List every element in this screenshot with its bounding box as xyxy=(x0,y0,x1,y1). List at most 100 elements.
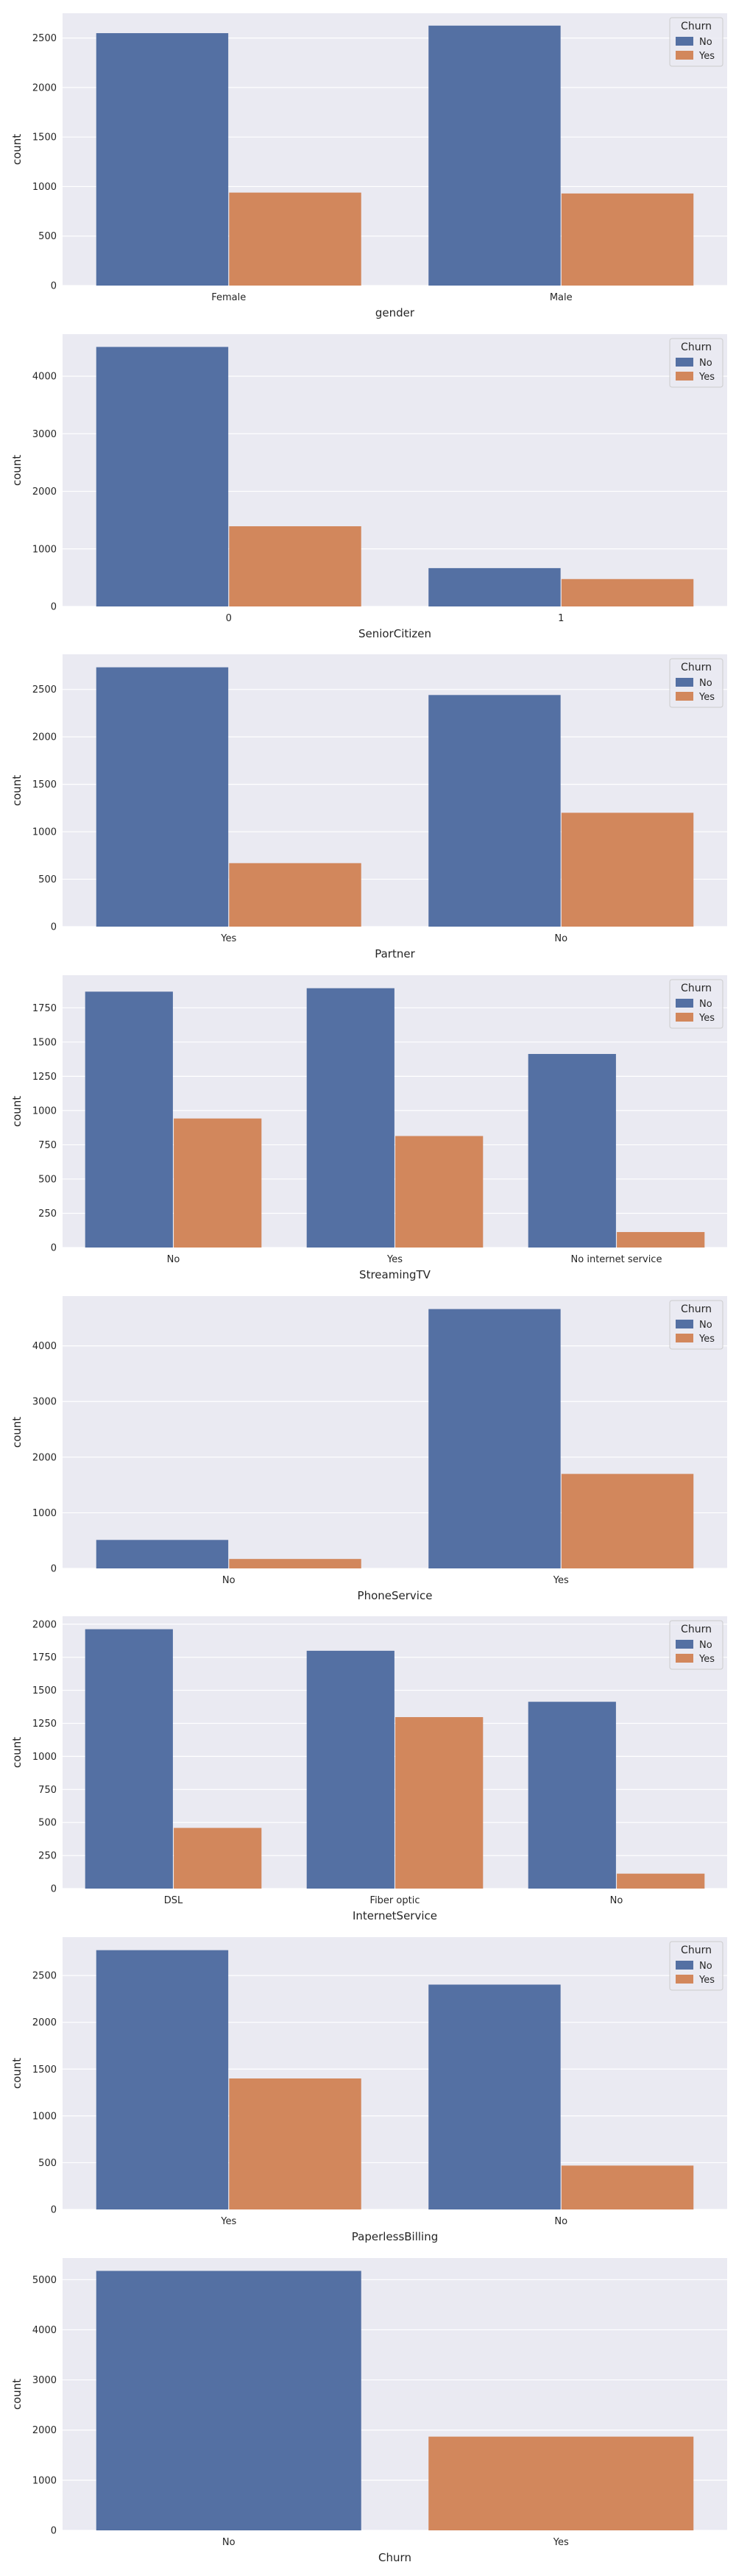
y-tick-label: 2500 xyxy=(32,33,57,44)
bar-no-no xyxy=(85,991,173,1248)
legend-label-no: No xyxy=(699,37,712,48)
y-tick-label: 4000 xyxy=(32,372,57,383)
y-tick-label: 500 xyxy=(38,1174,57,1185)
bar-yes-no xyxy=(174,1118,262,1248)
y-axis-title: count xyxy=(10,455,24,486)
chart-panel-3: 0 500 1000 1500 2000 2500 Yes No Partner count Chu… xyxy=(10,654,727,960)
x-tick-label: No xyxy=(554,2216,567,2227)
bar-no-no xyxy=(428,695,561,927)
chart-panel-6: 0 250 500 750 1000 1250 1500 1750 2000 DSL Fiber o… xyxy=(10,1616,727,1922)
x-tick-label: Yes xyxy=(220,933,236,944)
legend-swatch-no xyxy=(676,37,693,46)
y-tick-label: 1000 xyxy=(32,827,57,838)
chart-panel-2: 0 1000 2000 3000 4000 0 1 SeniorCitizen count Chu… xyxy=(10,334,727,640)
bar-yes-dsl xyxy=(174,1827,262,1889)
legend-swatch-yes xyxy=(676,1013,693,1022)
plot-background xyxy=(63,975,727,1248)
x-tick-label: Male xyxy=(550,292,573,303)
x-tick-label: Yes xyxy=(553,2537,569,2548)
legend-title: Churn xyxy=(681,1303,712,1315)
legend-swatch-yes xyxy=(676,1334,693,1342)
y-tick-label: 0 xyxy=(51,2526,57,2537)
x-tick-label: No xyxy=(610,1895,623,1906)
y-tick-label: 2000 xyxy=(32,2425,57,2436)
y-tick-label: 0 xyxy=(51,281,57,292)
x-tick-label: No internet service xyxy=(571,1254,662,1265)
y-tick-label: 500 xyxy=(38,2158,57,2169)
y-tick-label: 750 xyxy=(38,1140,57,1151)
x-tick-label: Fiber optic xyxy=(370,1895,420,1906)
bar-no-male xyxy=(428,25,561,286)
y-axis-title: count xyxy=(10,1737,24,1768)
bar-yes-no xyxy=(561,813,694,927)
chart-panel-8: 0 1000 2000 3000 4000 5000 No Yes Churn count xyxy=(10,2258,727,2564)
legend: Churn No Yes xyxy=(669,1620,723,1670)
legend-label-no: No xyxy=(699,358,712,369)
y-tick-label: 2500 xyxy=(32,684,57,696)
y-tick-label: 1250 xyxy=(32,1719,57,1730)
bar-yes-0 xyxy=(229,526,361,606)
bar-no-no xyxy=(428,1984,561,2209)
y-tick-label: 0 xyxy=(51,2205,57,2216)
legend-label-no: No xyxy=(699,1320,712,1331)
legend-swatch-no xyxy=(676,999,693,1008)
bar-yes-no xyxy=(617,1873,705,1889)
x-tick-label: Female xyxy=(211,292,246,303)
y-tick-label: 0 xyxy=(51,1564,57,1575)
bar-no-no-internet-service xyxy=(528,1054,616,1248)
legend-label-yes: Yes xyxy=(698,1334,715,1345)
x-tick-label: No xyxy=(222,1575,236,1586)
bar-yes-no-internet-service xyxy=(617,1231,705,1248)
y-tick-label: 1000 xyxy=(32,544,57,555)
y-tick-label: 1500 xyxy=(32,779,57,790)
y-tick-label: 2000 xyxy=(32,486,57,498)
y-axis-title: count xyxy=(10,2058,24,2089)
y-tick-label: 3000 xyxy=(32,429,57,440)
y-tick-label: 1000 xyxy=(32,2111,57,2122)
plot-background xyxy=(63,1616,727,1889)
y-tick-label: 1000 xyxy=(32,1508,57,1519)
y-tick-label: 2000 xyxy=(32,82,57,93)
y-tick-label: 1750 xyxy=(32,1003,57,1014)
y-axis-title: count xyxy=(10,775,24,806)
y-tick-label: 4000 xyxy=(32,2325,57,2336)
x-axis-title: SeniorCitizen xyxy=(358,627,431,640)
bar-no-0 xyxy=(96,347,229,606)
legend-swatch-no xyxy=(676,1320,693,1328)
bar-count-yes xyxy=(428,2436,694,2530)
y-tick-label: 2000 xyxy=(32,1452,57,1463)
x-axis-title: PaperlessBilling xyxy=(352,2230,439,2243)
legend-label-yes: Yes xyxy=(698,372,715,383)
x-axis-title: StreamingTV xyxy=(359,1268,431,1281)
y-tick-label: 1500 xyxy=(32,1685,57,1696)
x-axis-title: Partner xyxy=(375,947,415,960)
bar-count-no xyxy=(96,2271,361,2530)
legend-title: Churn xyxy=(681,1624,712,1635)
y-tick-label: 3000 xyxy=(32,2375,57,2386)
legend-swatch-no xyxy=(676,678,693,687)
y-tick-label: 0 xyxy=(51,922,57,933)
legend-label-no: No xyxy=(699,999,712,1010)
y-tick-label: 1000 xyxy=(32,182,57,193)
bar-yes-yes xyxy=(395,1136,484,1248)
y-tick-label: 500 xyxy=(38,1818,57,1829)
y-axis-title: count xyxy=(10,134,24,165)
legend-label-yes: Yes xyxy=(698,1654,715,1665)
bar-yes-no xyxy=(229,1559,361,1568)
bar-no-dsl xyxy=(85,1629,173,1889)
legend-label-no: No xyxy=(699,1640,712,1651)
legend-label-no: No xyxy=(699,678,712,689)
y-tick-label: 250 xyxy=(38,1209,57,1220)
bar-no-yes xyxy=(428,1309,561,1568)
legend-title: Churn xyxy=(681,342,712,353)
legend: Churn No Yes xyxy=(669,658,723,708)
bar-yes-yes xyxy=(229,2078,361,2209)
y-tick-label: 1500 xyxy=(32,132,57,144)
bar-no-fiber-optic xyxy=(306,1650,394,1889)
bar-no-no xyxy=(96,1540,229,1568)
legend-swatch-yes xyxy=(676,692,693,701)
y-tick-label: 1750 xyxy=(32,1652,57,1663)
y-axis-title: count xyxy=(10,1417,24,1448)
